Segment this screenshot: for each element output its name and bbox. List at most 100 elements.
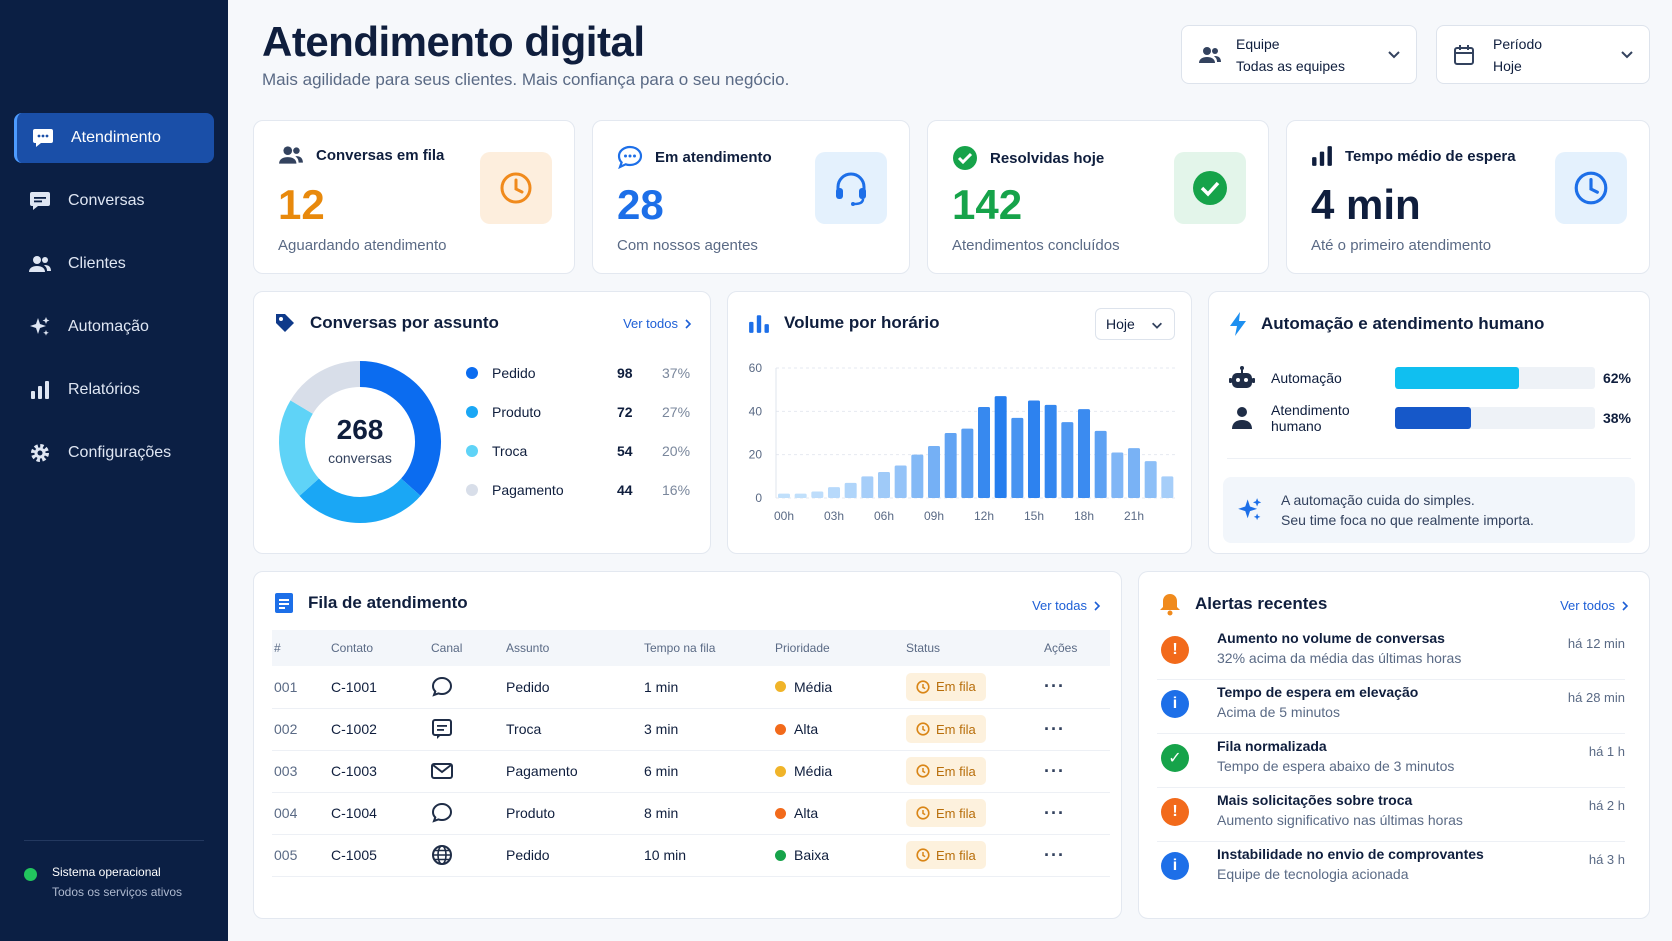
kpi-label: Resolvidas hoje (990, 149, 1105, 167)
sidebar-item-relatorios[interactable]: Relatórios (14, 365, 214, 415)
sidebar-item-label: Automação (68, 318, 149, 335)
status-badge: Em fila (906, 672, 986, 701)
priority-dot-icon (775, 807, 786, 819)
alert-time: há 1 h (1588, 744, 1625, 759)
x-tick-label: 18h (1074, 509, 1094, 523)
column-header: Assunto (506, 630, 644, 666)
volume-bar (1094, 430, 1107, 498)
table-row[interactable]: 001 C-1001 Pedido 1 min Média Em fila ··· (272, 666, 1110, 709)
contact-cell: C-1003 (331, 750, 431, 793)
table-header-row: # Contato Canal Assunto Tempo na fila Pr… (272, 630, 1110, 666)
actions-cell: ··· (1044, 708, 1110, 751)
y-tick-label: 60 (749, 361, 763, 375)
more-actions-icon[interactable]: ··· (1044, 760, 1065, 781)
alert-subtitle: Tempo de espera abaixo de 3 minutos (1217, 758, 1455, 774)
see-all-alerts-link[interactable]: Ver todos (1560, 598, 1629, 613)
sidebar-item-automacao[interactable]: Automação (14, 302, 214, 352)
priority-dot-icon (775, 723, 786, 735)
actions-cell: ··· (1044, 834, 1110, 877)
period-filter-value: Hoje (1493, 57, 1522, 74)
row-number: 001 (272, 666, 331, 709)
sidebar-divider (24, 840, 204, 841)
alert-info-icon: i (1161, 852, 1189, 880)
priority-cell: Média (775, 666, 906, 709)
system-status-subtitle: Todos os serviços ativos (52, 885, 183, 899)
sidebar-item-label: Configurações (68, 444, 172, 461)
sidebar-item-configuracoes[interactable]: Configurações (14, 428, 214, 478)
row-number: 003 (272, 750, 331, 793)
sidebar-item-label: Clientes (68, 255, 126, 272)
alert-time: há 12 min (1567, 636, 1625, 651)
human-row: Atendimento humano 38% (1227, 402, 1631, 434)
alert-item[interactable]: i Tempo de espera em elevação Acima de 5 m… (1157, 678, 1625, 734)
status-cell: Em fila (906, 666, 1044, 709)
volume-bar (844, 482, 857, 498)
select-value: Hoje (1106, 316, 1135, 332)
contact-cell: C-1002 (331, 708, 431, 751)
more-actions-icon[interactable]: ··· (1044, 802, 1065, 823)
priority-dot-icon (775, 765, 786, 777)
column-header: Prioridade (775, 630, 906, 666)
priority-label: Baixa (794, 847, 830, 863)
see-all-queue-link[interactable]: Ver todas (1032, 598, 1101, 613)
alert-time: há 2 h (1588, 798, 1625, 813)
kpi-card-wait-time: Tempo médio de espera 4 min Até o primei… (1286, 120, 1650, 274)
more-actions-icon[interactable]: ··· (1044, 676, 1065, 697)
legend-dot-icon (466, 445, 478, 457)
volume-bar (861, 476, 874, 498)
sidebar-item-clientes[interactable]: Clientes (14, 239, 214, 289)
sidebar-item-label: Atendimento (71, 129, 161, 146)
x-tick-label: 03h (824, 509, 844, 523)
alert-item[interactable]: ! Mais solicitações sobre troca Aumento si… (1157, 786, 1625, 842)
more-actions-icon[interactable]: ··· (1044, 718, 1065, 739)
volume-bar (978, 407, 990, 498)
alert-item[interactable]: ✓ Fila normalizada Tempo de espera abaixo … (1157, 732, 1625, 788)
volume-period-select[interactable]: Hoje (1095, 308, 1175, 340)
table-row[interactable]: 003 C-1003 Pagamento 6 min Média Em fila ··· (272, 750, 1110, 793)
table-row[interactable]: 005 C-1005 Pedido 10 min Baixa Em fila ··· (272, 834, 1110, 877)
queue-card: Fila de atendimento Ver todas # Contato … (253, 571, 1122, 919)
sidebar-item-conversas[interactable]: Conversas (14, 176, 214, 226)
period-filter-label: Período (1493, 35, 1543, 52)
alert-item[interactable]: ! Aumento no volume de conversas 32% acima… (1157, 624, 1625, 680)
subject-cell: Troca (506, 708, 644, 751)
volume-bar (794, 493, 807, 498)
y-tick-label: 0 (755, 491, 762, 505)
volume-bar (944, 433, 957, 498)
legend-item: Troca 54 20% (466, 443, 696, 459)
volume-bar (1128, 448, 1140, 498)
sidebar-item-atendimento[interactable]: Atendimento (14, 113, 214, 163)
x-tick-label: 15h (1024, 509, 1044, 523)
column-header: Status (906, 630, 1044, 666)
section-title: Alertas recentes (1195, 594, 1328, 613)
clock-icon (916, 848, 930, 862)
page-title: Atendimento digital (262, 18, 645, 65)
alert-item[interactable]: i Instabilidade no envio de comprovantes E… (1157, 840, 1625, 896)
see-all-subjects-link[interactable]: Ver todos (623, 316, 692, 331)
table-row[interactable]: 002 C-1002 Troca 3 min Alta Em fila ··· (272, 708, 1110, 751)
subject-cell: Pedido (506, 666, 644, 709)
sidebar-item-label: Conversas (68, 192, 145, 209)
link-label: Ver todos (1560, 598, 1615, 613)
volume-bar (894, 465, 907, 498)
period-filter[interactable]: Período Hoje (1436, 25, 1650, 84)
volume-bar (911, 454, 924, 498)
section-title: Volume por horário (784, 313, 940, 332)
chat-icon (431, 676, 506, 698)
alert-warning-icon: ! (1161, 798, 1189, 826)
sidebar-item-label: Relatórios (68, 381, 141, 398)
kpi-subtitle: Até o primeiro atendimento (1311, 237, 1492, 254)
automation-bar-fill (1395, 367, 1519, 389)
conversations-icon (28, 189, 52, 213)
alert-title: Aumento no volume de conversas (1217, 630, 1445, 646)
time-cell: 6 min (644, 750, 775, 793)
users-icon (28, 252, 52, 276)
row-number: 004 (272, 792, 331, 835)
bell-icon (1159, 592, 1181, 616)
message-icon (431, 718, 506, 740)
table-row[interactable]: 004 C-1004 Produto 8 min Alta Em fila ··· (272, 792, 1110, 835)
team-filter[interactable]: Equipe Todas as equipes (1181, 25, 1417, 84)
subjects-card: Conversas por assunto Ver todos 268 conv… (253, 291, 711, 554)
human-bar-fill (1395, 407, 1471, 429)
more-actions-icon[interactable]: ··· (1044, 844, 1065, 865)
